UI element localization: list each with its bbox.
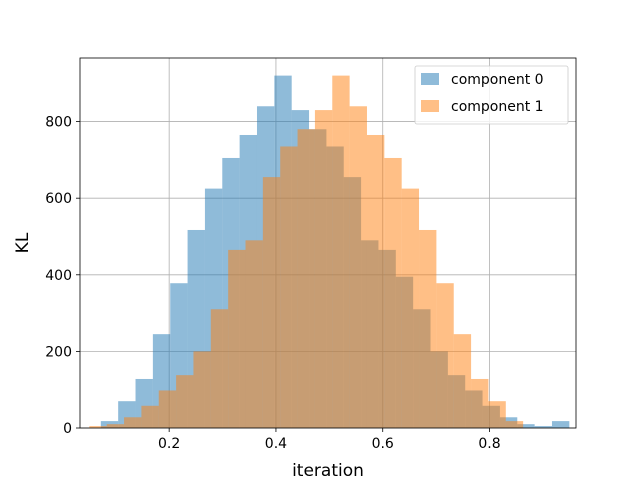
bar-series-1-bin-24: [505, 421, 524, 428]
y-tick-label-2: 400: [45, 268, 72, 284]
bar-series-1-bin-2: [124, 417, 142, 428]
bar-series-1-bin-20: [436, 283, 454, 428]
bar-series-1-bin-11: [280, 146, 298, 428]
bar-series-1-bin-5: [176, 375, 194, 428]
bar-series-1-bin-16: [366, 134, 385, 428]
y-tick-label-4: 800: [45, 115, 72, 131]
bar-series-1-bin-14: [332, 75, 350, 428]
bar-series-1-bin-22: [471, 378, 489, 428]
bar-series-1-bin-10: [262, 177, 281, 428]
x-axis-ticks: 0.2 0.4 0.6 0.8: [158, 428, 501, 452]
y-tick-label-3: 600: [45, 191, 72, 207]
histogram-bars: [89, 75, 570, 429]
bar-series-1-bin-4: [158, 390, 177, 428]
bar-series-1-bin-0: [89, 426, 107, 428]
bar-series-1-bin-17: [384, 157, 402, 429]
bar-series-1-bin-12: [297, 129, 315, 428]
legend-frame: [414, 65, 569, 125]
bar-series-1-bin-8: [228, 249, 246, 428]
bar-series-1-bin-23: [488, 401, 506, 428]
legend-swatch-component-0: [421, 73, 439, 85]
x-tick-label-0: 0.2: [158, 436, 180, 452]
legend-label-component-1: component 1: [451, 99, 544, 115]
y-axis-ticks: 0 200 400 600 800: [45, 115, 80, 437]
bar-series-1-bin-7: [210, 309, 229, 428]
y-tick-label-1: 200: [45, 344, 72, 360]
x-tick-label-1: 0.4: [265, 436, 287, 452]
bar-series-1-bin-3: [141, 405, 159, 428]
legend-label-component-0: component 0: [451, 72, 544, 88]
bar-series-0-bin-25: [534, 426, 552, 428]
bar-series-1-bin-21: [453, 334, 472, 428]
bar-series-1-bin-9: [245, 240, 263, 428]
x-tick-label-2: 0.6: [372, 436, 394, 452]
x-axis-label: iteration: [292, 461, 364, 480]
bar-series-1-bin-1: [106, 424, 125, 428]
plot-frame: [79, 57, 577, 429]
bar-series-1-bin-18: [401, 188, 420, 428]
bar-series-0-bin-26: [551, 421, 570, 428]
x-tick-label-3: 0.8: [478, 436, 500, 452]
y-axis-label: KL: [13, 232, 33, 253]
legend-swatch-component-1: [421, 100, 439, 112]
bar-series-1-bin-6: [193, 351, 211, 428]
y-tick-label-0: 0: [63, 421, 72, 437]
bar-series-1-bin-15: [349, 106, 367, 429]
bar-series-1-bin-13: [314, 110, 333, 428]
bar-series-0-bin-24: [517, 424, 535, 428]
bar-series-1-bin-19: [419, 229, 437, 428]
legend: component 0 component 1: [414, 65, 569, 125]
